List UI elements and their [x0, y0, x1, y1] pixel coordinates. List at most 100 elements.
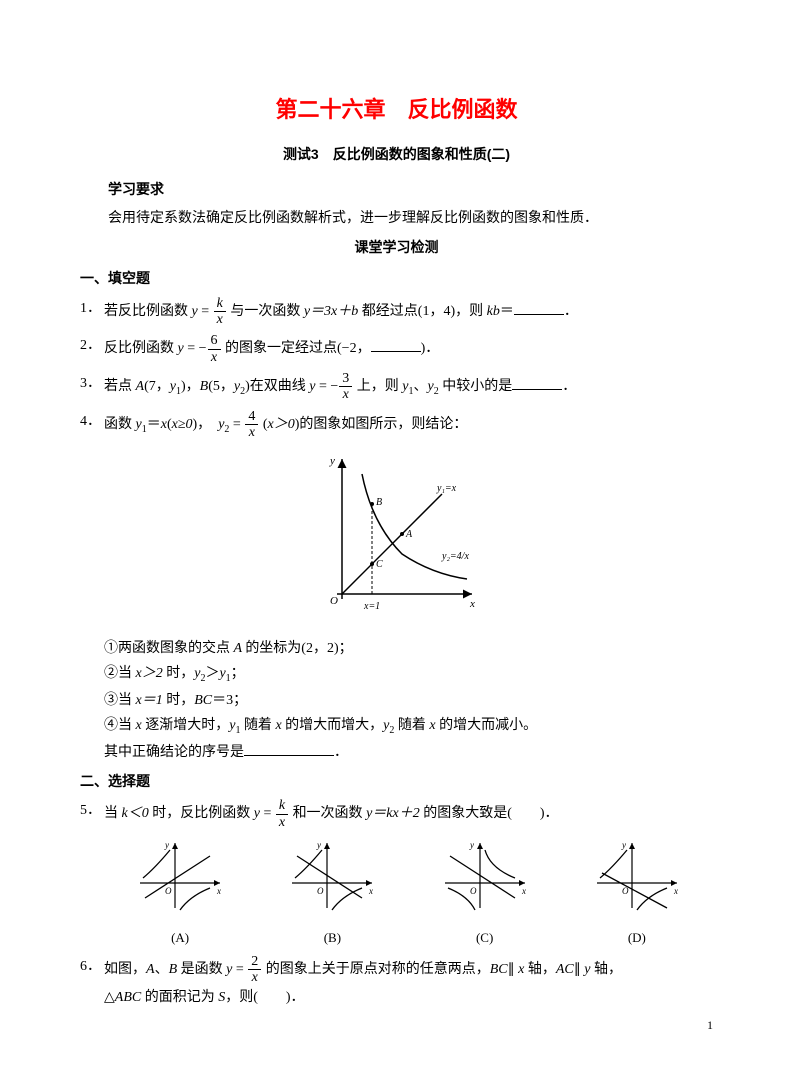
svg-text:y: y — [329, 455, 335, 467]
q4-concl-t: 其中正确结论的序号是 — [104, 745, 244, 760]
q4-concl-e: ． — [334, 745, 348, 760]
q5-graph-D: O x y — [592, 838, 682, 913]
q4-eq1: ＝ — [147, 417, 161, 432]
q4-blank — [244, 742, 334, 756]
q4-s1i: A — [230, 641, 245, 656]
q4-s4d: 的增大而增大， — [282, 718, 384, 733]
q5-graph-A: O x y — [135, 838, 225, 913]
svg-text:B: B — [376, 497, 382, 508]
q4-s3c: ＝3； — [212, 693, 247, 708]
q6-par2: ∥ — [574, 962, 581, 977]
svg-text:x: x — [673, 886, 678, 896]
q4-s2b: 时， — [163, 666, 195, 681]
question-2: 2． 反比例函数 y = −6x 的图象一定经过点(−2，)． — [80, 333, 713, 365]
q6-mid: 是函数 — [177, 962, 226, 977]
q2-frac-den: x — [208, 350, 221, 365]
q3-c2: )在双曲线 — [245, 379, 309, 394]
q4-s2i: x＞2 — [136, 666, 163, 681]
chapter-title: 第二十六章 反比例函数 — [80, 90, 713, 130]
q6-frac: 2x — [248, 954, 261, 986]
q5-lin: y＝kx＋2 — [366, 806, 420, 821]
q5-opt-B: O x y (B) — [256, 838, 408, 950]
q5-frac: kx — [276, 798, 288, 830]
svg-text:O: O — [470, 886, 477, 896]
q4-r2: )， — [193, 417, 219, 432]
q1-frac-den: x — [214, 312, 226, 327]
q5-opt-D: O x y (D) — [561, 838, 713, 950]
q1-period: ． — [564, 304, 578, 319]
q5-graph-B: O x y — [287, 838, 377, 913]
test-title: 测试3 反比例函数的图象和性质(二) — [80, 142, 713, 167]
q5-graph-C: O x y — [440, 838, 530, 913]
q3-pre: 若点 — [104, 379, 136, 394]
q1-body: 若反比例函数 y = kx 与一次函数 y＝3x＋b 都经过点(1，4)，则 k… — [104, 296, 713, 328]
q3-and: 、 — [413, 379, 427, 394]
q3-frac-num: 3 — [339, 371, 352, 387]
q5-mid: 时，反比例函数 — [149, 806, 254, 821]
q4-pre: 函数 — [104, 417, 136, 432]
q5-cond: k＜0 — [122, 806, 149, 821]
q3-blank — [512, 376, 562, 390]
q4-s4b: 逐渐增大时， — [142, 718, 230, 733]
q6-line2: △ — [104, 990, 115, 1005]
q1-mid2: 都经过点(1，4)，则 — [358, 304, 486, 319]
q1-frac: kx — [214, 296, 226, 328]
q4-s4: ④当 x 逐渐增大时，y1 随着 x 的增大而增大，y2 随着 x 的增大而减小… — [104, 713, 713, 740]
q2-body: 反比例函数 y = −6x 的图象一定经过点(−2，)． — [104, 333, 713, 365]
q6-bc: BC — [490, 962, 508, 977]
q4-figure: O x y y₁=x y₂=4/x x=1 A B C — [80, 449, 713, 628]
q6-A: A — [146, 962, 155, 977]
q4-s2d: ； — [231, 666, 245, 681]
q5-label-B: (B) — [256, 926, 408, 949]
svg-text:O: O — [330, 595, 338, 607]
q2-mid: 的图象一定经过点(−2， — [222, 341, 371, 356]
q3-num: 3． — [80, 371, 104, 403]
q4-s1a: ①两函数图象的交点 — [104, 641, 230, 656]
q6-end: ，则( )． — [225, 990, 304, 1005]
q4-s4a: ④当 — [104, 718, 136, 733]
q5-label-D: (D) — [561, 926, 713, 949]
svg-text:O: O — [317, 886, 324, 896]
q6-pre: 如图， — [104, 962, 146, 977]
q3-B: B — [200, 379, 209, 394]
section-sub: 课堂学习检测 — [80, 235, 713, 260]
svg-text:x: x — [368, 886, 373, 896]
q6-eq: = — [232, 962, 247, 977]
svg-text:x: x — [469, 598, 475, 610]
q6-body: 如图，A、B 是函数 y = 2x 的图象上关于原点对称的任意两点，BC∥ x … — [104, 954, 713, 1011]
q6-mid3: 的面积记为 — [141, 990, 218, 1005]
q1-eq: = — [198, 304, 213, 319]
q1-frac-num: k — [214, 296, 226, 312]
svg-text:y: y — [469, 840, 474, 850]
q4-xge: x≥0 — [172, 417, 193, 432]
q5-label-C: (C) — [409, 926, 561, 949]
svg-text:x: x — [216, 886, 221, 896]
q5-frac-num: k — [276, 798, 288, 814]
q5-opt-C: O x y (C) — [409, 838, 561, 950]
q6-ay: 轴， — [594, 962, 622, 977]
q4-s3b: 时， — [163, 693, 195, 708]
q4-s4c: 随着 — [240, 718, 275, 733]
q3-period: ． — [562, 379, 576, 394]
study-req-heading: 学习要求 — [80, 177, 713, 202]
q4-subitems: ①两函数图象的交点 A 的坐标为(2，2)； ②当 x＞2 时，y2＞y1； ③… — [80, 636, 713, 765]
q2-frac: 6x — [208, 333, 221, 365]
q4-s4f: 的增大而减小。 — [436, 718, 538, 733]
q3-frac: 3x — [339, 371, 352, 403]
q6-xa: x — [515, 962, 528, 977]
q4-frac-num: 4 — [245, 409, 258, 425]
svg-text:y: y — [621, 840, 626, 850]
q2-blank — [371, 338, 421, 352]
q4-eq2: = — [229, 417, 244, 432]
svg-text:y₂=4/x: y₂=4/x — [441, 551, 469, 562]
q6-frac-den: x — [248, 970, 261, 985]
q4-s2c: ＞ — [205, 666, 219, 681]
q4-s3a: ③当 — [104, 693, 136, 708]
q1-lin: y＝3x＋b — [304, 304, 358, 319]
q6-ya: y — [581, 962, 594, 977]
svg-text:O: O — [165, 886, 172, 896]
q5-end: 的图象大致是( )． — [420, 806, 559, 821]
q4-s3: ③当 x＝1 时，BC＝3； — [104, 688, 713, 713]
q4-xgt: x＞0 — [267, 417, 294, 432]
q6-mid2: 的图象上关于原点对称的任意两点， — [262, 962, 490, 977]
